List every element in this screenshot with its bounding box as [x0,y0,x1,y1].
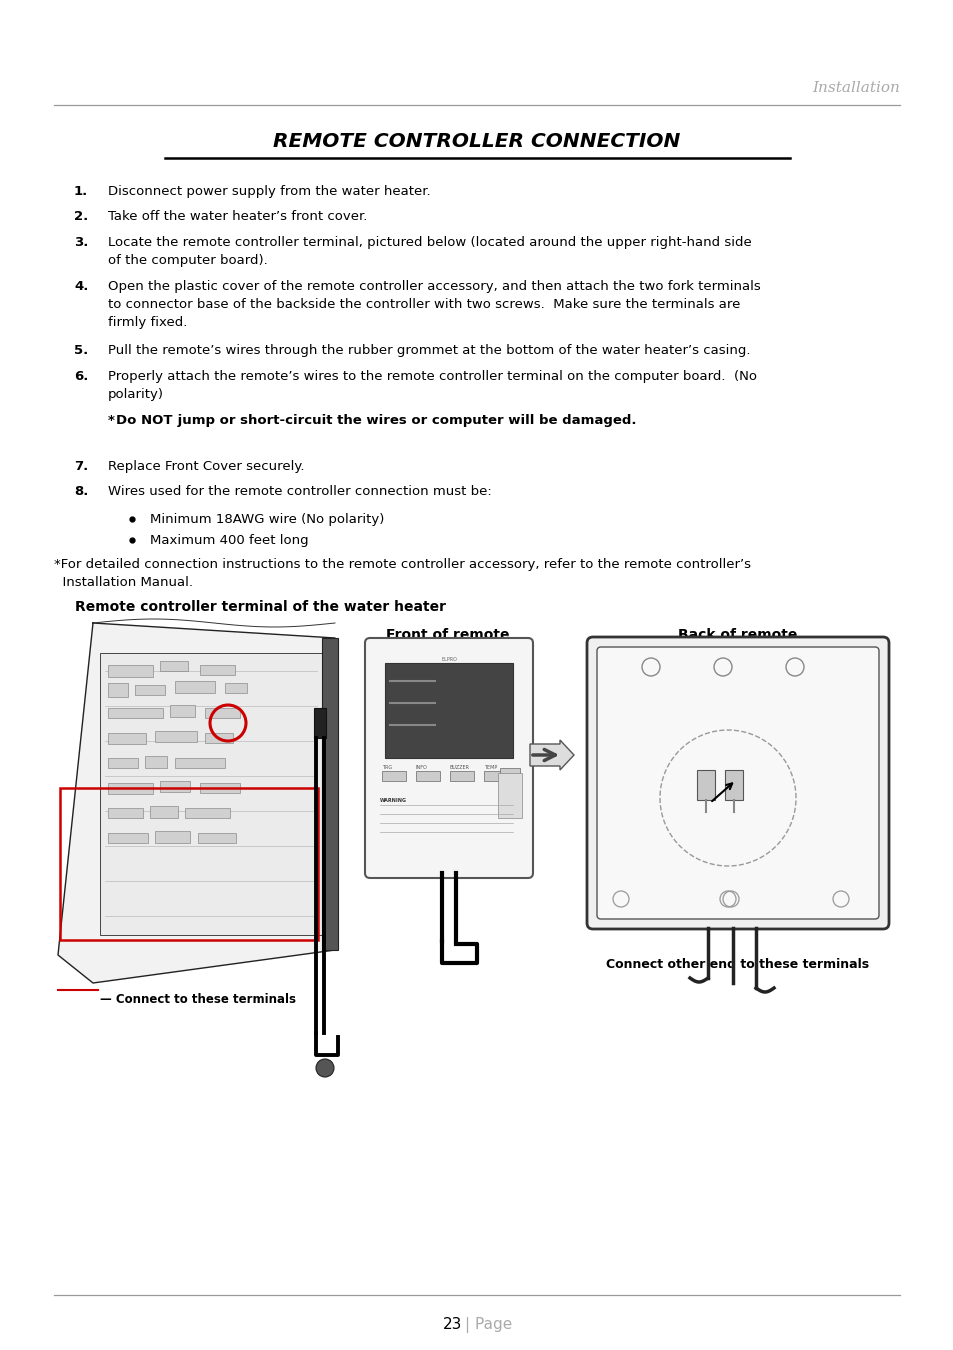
FancyBboxPatch shape [597,647,878,919]
Text: jump or short-circuit the wires or computer will be damaged.: jump or short-circuit the wires or compu… [172,414,636,427]
Text: Do NOT: Do NOT [116,414,172,427]
Bar [150,806,178,818]
Bar [100,653,322,936]
Text: 23: 23 [442,1318,461,1332]
Bar [416,771,439,782]
Bar [135,684,165,695]
Bar [697,769,714,801]
Text: Disconnect power supply from the water heater.: Disconnect power supply from the water h… [108,185,430,198]
Text: ELPRO: ELPRO [440,657,456,661]
Bar [108,783,152,794]
Bar [160,782,190,792]
Text: Installation: Installation [811,81,899,95]
Text: Installation Manual.: Installation Manual. [54,576,193,589]
Bar [499,788,519,802]
Text: Minimum 18AWG wire (No polarity): Minimum 18AWG wire (No polarity) [150,513,384,526]
FancyBboxPatch shape [365,639,533,878]
Circle shape [315,1058,334,1077]
Text: 5.: 5. [74,344,89,356]
Text: 3.: 3. [74,236,89,248]
Text: WARNING: WARNING [379,798,407,803]
Text: 4.: 4. [74,279,89,293]
Text: polarity): polarity) [108,387,164,401]
Text: Remote controller terminal of the water heater: Remote controller terminal of the water … [75,599,446,614]
Bar [108,757,138,768]
Bar [314,707,326,738]
Text: Replace Front Cover securely.: Replace Front Cover securely. [108,460,304,472]
Text: INFO: INFO [416,765,427,769]
Bar [174,757,225,768]
Bar [198,833,235,842]
Text: 1.: 1. [74,185,89,198]
Bar [160,662,188,671]
Text: TEMP: TEMP [483,765,497,769]
Bar [154,832,190,842]
Text: *For detailed connection instructions to the remote controller accessory, refer : *For detailed connection instructions to… [54,558,750,571]
Bar [205,733,233,743]
Text: Properly attach the remote’s wires to the remote controller terminal on the comp: Properly attach the remote’s wires to th… [108,370,757,383]
Text: Back of remote: Back of remote [678,628,797,643]
Bar [385,663,513,757]
Bar [200,783,240,792]
Text: 2.: 2. [74,211,89,223]
Text: BUZZER: BUZZER [450,765,470,769]
Bar [154,730,196,742]
Bar [145,756,167,768]
Text: Pull the remote’s wires through the rubber grommet at the bottom of the water he: Pull the remote’s wires through the rubb… [108,344,750,356]
Bar [724,769,742,801]
Bar [108,683,128,697]
Text: *: * [108,414,114,427]
FancyArrow shape [530,740,574,770]
Bar [205,707,240,718]
Bar [108,809,143,818]
Bar [497,774,521,818]
Text: Locate the remote controller terminal, pictured below (located around the upper : Locate the remote controller terminal, p… [108,236,751,248]
Bar [450,771,474,782]
Text: to connector base of the backside the controller with two screws.  Make sure the: to connector base of the backside the co… [108,298,740,311]
Text: Maximum 400 feet long: Maximum 400 feet long [150,535,309,547]
Bar [381,771,406,782]
Text: 7.: 7. [74,460,89,472]
Text: Wires used for the remote controller connection must be:: Wires used for the remote controller con… [108,485,491,498]
Text: — Connect to these terminals: — Connect to these terminals [100,994,295,1006]
Bar [322,639,337,950]
Bar [60,788,317,940]
FancyBboxPatch shape [586,637,888,929]
Text: Front of remote: Front of remote [386,628,509,643]
Bar [225,683,247,693]
Text: firmly fixed.: firmly fixed. [108,316,187,329]
Bar [108,833,148,842]
Text: TRG: TRG [381,765,392,769]
Bar [108,733,146,744]
Bar [200,666,234,675]
Bar [108,666,152,676]
Text: Take off the water heater’s front cover.: Take off the water heater’s front cover. [108,211,367,223]
Text: 8.: 8. [74,485,89,498]
Text: REMOTE CONTROLLER CONNECTION: REMOTE CONTROLLER CONNECTION [273,132,680,151]
Bar [499,768,519,782]
Text: 6.: 6. [74,370,89,383]
Text: | Page: | Page [464,1318,512,1332]
Bar [483,771,507,782]
Bar [108,707,163,718]
Text: Connect other end to these terminals: Connect other end to these terminals [606,958,868,971]
Polygon shape [58,622,335,983]
Bar [185,809,230,818]
Bar [170,705,194,717]
Text: Open the plastic cover of the remote controller accessory, and then attach the t: Open the plastic cover of the remote con… [108,279,760,293]
Text: of the computer board).: of the computer board). [108,254,268,267]
Bar [174,680,214,693]
